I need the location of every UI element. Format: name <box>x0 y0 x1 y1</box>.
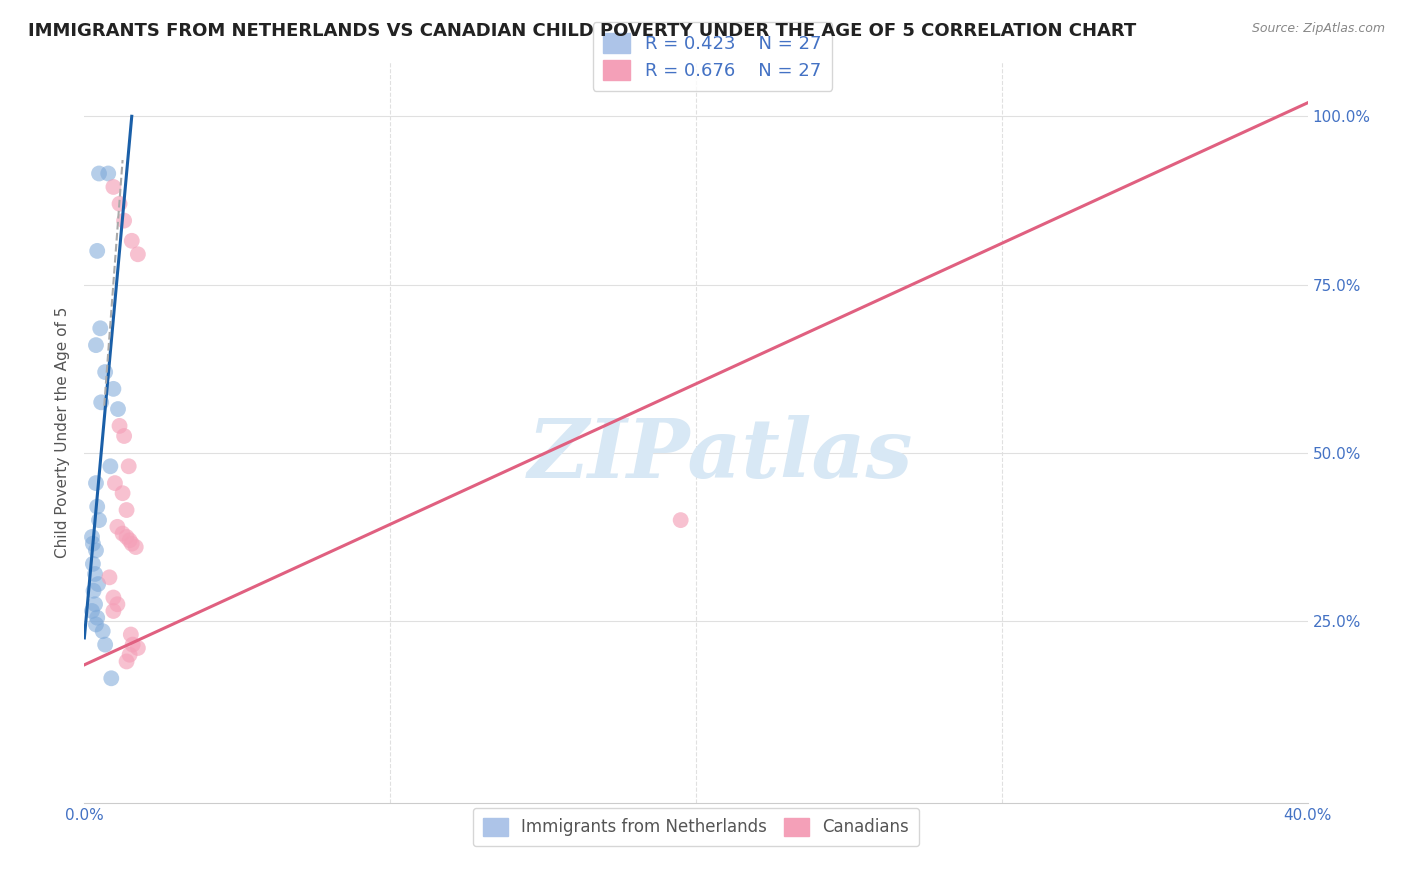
Point <box>87 166 110 180</box>
Point <box>103 604 125 618</box>
Text: IMMIGRANTS FROM NETHERLANDS VS CANADIAN CHILD POVERTY UNDER THE AGE OF 5 CORRELA: IMMIGRANTS FROM NETHERLANDS VS CANADIAN … <box>28 22 1136 40</box>
Point <box>127 640 149 655</box>
Point <box>84 543 107 558</box>
Point <box>84 597 107 611</box>
Point <box>108 418 131 433</box>
Point <box>111 486 134 500</box>
Point <box>94 638 117 652</box>
Point <box>103 382 125 396</box>
Point <box>111 526 134 541</box>
Point <box>84 617 107 632</box>
Point <box>669 513 692 527</box>
Point <box>115 503 138 517</box>
Point <box>86 244 108 258</box>
Text: Source: ZipAtlas.com: Source: ZipAtlas.com <box>1251 22 1385 36</box>
Point <box>115 655 138 669</box>
Point <box>84 566 107 581</box>
Point <box>121 536 143 550</box>
Point <box>97 166 120 180</box>
Point <box>100 671 122 685</box>
Point <box>94 365 117 379</box>
Y-axis label: Child Poverty Under the Age of 5: Child Poverty Under the Age of 5 <box>55 307 70 558</box>
Point <box>84 338 107 352</box>
Point <box>105 520 128 534</box>
Legend: Immigrants from Netherlands, Canadians: Immigrants from Netherlands, Canadians <box>472 807 920 847</box>
Point <box>115 530 138 544</box>
Point <box>104 476 127 491</box>
Point <box>103 180 125 194</box>
Point <box>112 213 135 227</box>
Point <box>82 536 104 550</box>
Point <box>98 570 121 584</box>
Point <box>86 500 108 514</box>
Point <box>98 459 121 474</box>
Point <box>120 627 142 641</box>
Text: ZIPatlas: ZIPatlas <box>527 415 912 495</box>
Point <box>125 540 148 554</box>
Point <box>89 321 111 335</box>
Point <box>107 402 129 417</box>
Point <box>118 648 141 662</box>
Point <box>103 591 125 605</box>
Point <box>105 597 128 611</box>
Point <box>127 247 149 261</box>
Point <box>87 513 110 527</box>
Point <box>84 476 107 491</box>
Point <box>112 429 135 443</box>
Point <box>80 530 103 544</box>
Point <box>108 196 131 211</box>
Point <box>118 459 141 474</box>
Point <box>91 624 114 639</box>
Point <box>90 395 112 409</box>
Point <box>83 583 105 598</box>
Point <box>121 638 143 652</box>
Point <box>87 577 110 591</box>
Point <box>80 604 103 618</box>
Point <box>86 611 108 625</box>
Point <box>82 557 104 571</box>
Point <box>121 234 143 248</box>
Point <box>118 533 141 548</box>
